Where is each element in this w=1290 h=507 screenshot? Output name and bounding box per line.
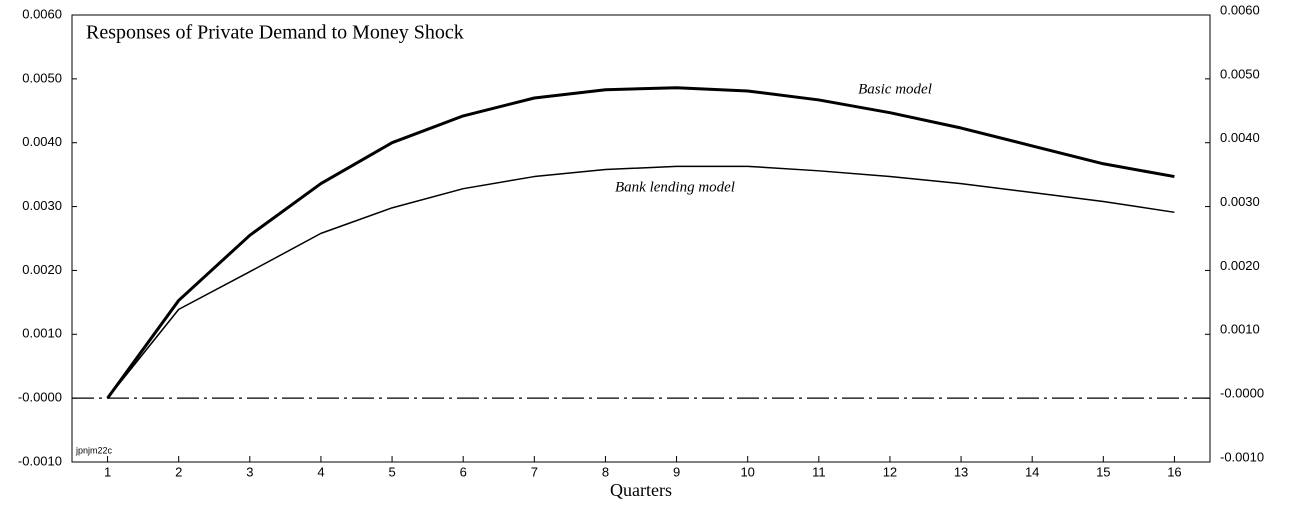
series-line: [106, 165, 1175, 399]
x-axis-label: Quarters: [610, 480, 672, 500]
chart-note: jpnjm22c: [75, 445, 113, 455]
x-tick-label: 10: [740, 464, 754, 479]
x-tick-label: 6: [460, 464, 467, 479]
x-tick-label: 12: [883, 464, 897, 479]
y2-tick-label: -0.0010: [1220, 449, 1264, 464]
series-label: Bank lending model: [615, 179, 735, 195]
plot-frame: [71, 14, 1211, 463]
x-tick-label: 1: [104, 464, 111, 479]
x-tick-label: 7: [531, 464, 538, 479]
x-tick-label: 3: [246, 464, 253, 479]
y-tick-label: -0.0010: [18, 453, 62, 468]
x-tick-label: 9: [673, 464, 680, 479]
x-tick-label: 8: [602, 464, 609, 479]
x-tick-label: 15: [1096, 464, 1110, 479]
y-tick-label: -0.0000: [18, 390, 62, 405]
y2-tick-label: 0.0020: [1220, 258, 1260, 273]
x-tick-label: 2: [175, 464, 182, 479]
y2-tick-label: -0.0000: [1220, 386, 1264, 401]
y2-tick-label: 0.0060: [1220, 2, 1260, 17]
x-tick-label: 13: [954, 464, 968, 479]
y-tick-label: 0.0060: [22, 6, 62, 21]
y-tick-label: 0.0020: [22, 262, 62, 277]
chart-title: Responses of Private Demand to Money Sho…: [86, 22, 464, 44]
y-tick-label: 0.0010: [22, 326, 62, 341]
y-tick-label: 0.0050: [22, 70, 62, 85]
x-tick-label: 14: [1025, 464, 1039, 479]
y-tick-label: 0.0040: [22, 134, 62, 149]
x-tick-label: 4: [317, 464, 324, 479]
series-line: [106, 86, 1175, 400]
x-tick-label: 11: [812, 464, 826, 479]
y2-tick-label: 0.0030: [1220, 194, 1260, 209]
x-tick-label: 5: [388, 464, 395, 479]
y2-tick-label: 0.0040: [1220, 130, 1260, 145]
y2-tick-label: 0.0050: [1220, 66, 1260, 81]
y-tick-label: 0.0030: [22, 198, 62, 213]
x-tick-label: 16: [1167, 464, 1181, 479]
y2-tick-label: 0.0010: [1220, 322, 1260, 337]
series-label: Basic model: [858, 81, 932, 97]
